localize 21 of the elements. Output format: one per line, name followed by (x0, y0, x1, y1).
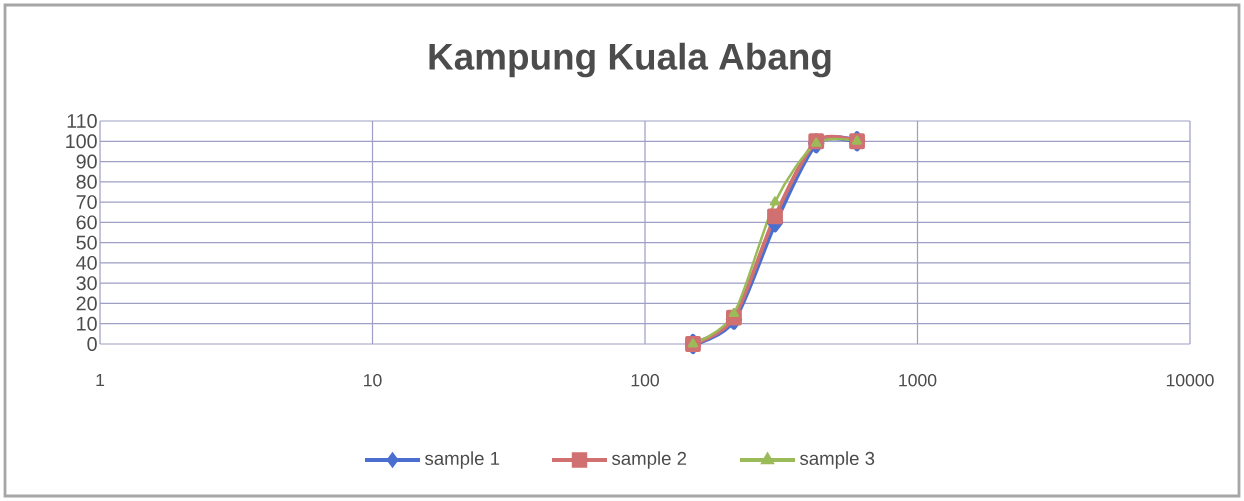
y-tick-label: 90 (76, 154, 97, 169)
y-tick-label: 70 (76, 195, 97, 210)
y-tick-label: 40 (76, 255, 97, 270)
chart-title: Kampung Kuala Abang (429, 42, 831, 78)
y-tick-label: 60 (76, 215, 97, 230)
y-tick-label: 10 (77, 316, 97, 331)
x-tick-label: 1 (96, 374, 105, 387)
x-tick-label: 1000 (899, 373, 937, 387)
y-tick-label: 110 (67, 114, 97, 128)
y-tick-label: 20 (76, 296, 97, 311)
legend-label: sample 2 (611, 451, 687, 469)
x-tick-label: 10 (364, 373, 382, 387)
x-tick-label: 10000 (1166, 373, 1214, 387)
legend-label: sample 3 (799, 451, 875, 469)
y-tick-label: 0 (87, 337, 97, 351)
y-tick-label: 100 (66, 134, 97, 149)
y-tick-label: 80 (76, 174, 97, 189)
legend-label: sample 1 (424, 451, 500, 469)
x-tick-label: 100 (631, 373, 659, 387)
y-tick-label: 30 (76, 276, 97, 291)
y-tick-label: 50 (76, 235, 97, 250)
